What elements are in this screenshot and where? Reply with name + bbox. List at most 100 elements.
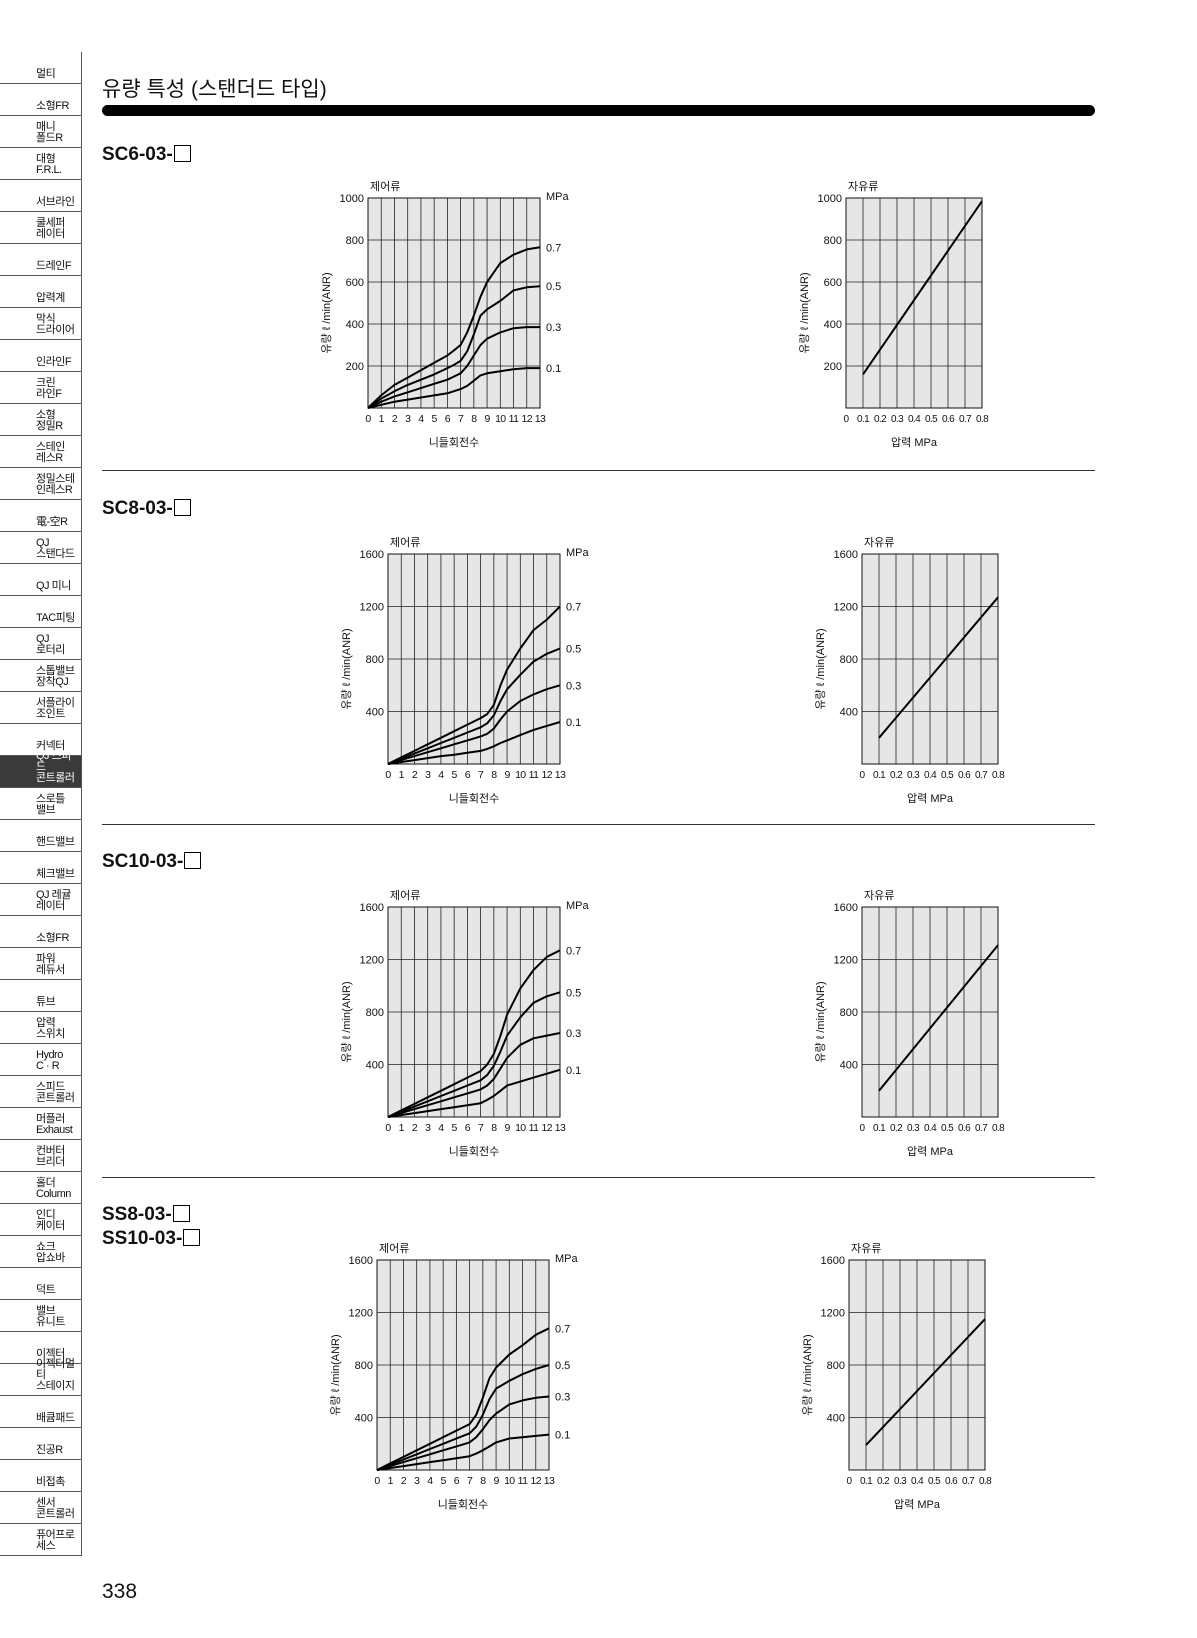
- sidebar-item[interactable]: Hydro C · R: [0, 1044, 81, 1076]
- sidebar-item[interactable]: 튜브: [0, 980, 81, 1012]
- sidebar-item[interactable]: 이젝터: [0, 1332, 81, 1364]
- x-tick-label: 10: [515, 1122, 526, 1134]
- y-tick-label: 1600: [360, 549, 384, 561]
- sidebar-item[interactable]: 스로틀 밸브: [0, 788, 81, 820]
- y-axis-label: 유량 ℓ /min(ANR): [801, 1334, 814, 1415]
- x-tick-label: 6: [454, 1475, 460, 1487]
- x-tick-label: 0.3: [907, 1123, 920, 1134]
- x-tick-label: 5: [452, 769, 458, 781]
- sidebar-item[interactable]: 스테인 레스R: [0, 436, 81, 468]
- sidebar-item[interactable]: 매니 폴드R: [0, 116, 81, 148]
- sidebar-item[interactable]: 배큠패드: [0, 1396, 81, 1428]
- sidebar-item[interactable]: 크린 라인F: [0, 372, 81, 404]
- sidebar-item[interactable]: QJ 레귤 레이터: [0, 884, 81, 916]
- sidebar-item[interactable]: 덕트: [0, 1268, 81, 1300]
- sidebar-item[interactable]: 인라인F: [0, 340, 81, 372]
- sidebar-item[interactable]: 압력 스위치: [0, 1012, 81, 1044]
- chart-ss-controlled-flow: 0 1 2 3 4 5 6 7 8 9 10 11 12 13400800120016000.70.50.…: [329, 1242, 579, 1511]
- x-tick-label: 0.5: [925, 414, 938, 425]
- x-axis-label: 니들회전수: [449, 792, 500, 805]
- x-tick-label: 7: [467, 1475, 473, 1487]
- sidebar-item[interactable]: 서브라인: [0, 180, 81, 212]
- sidebar-item[interactable]: 퓨어프로 세스: [0, 1524, 81, 1556]
- y-tick-label: 1600: [834, 549, 858, 561]
- y-tick-label: 1600: [821, 1255, 845, 1267]
- x-tick-label: 0.4: [908, 414, 921, 425]
- x-tick-label: 0: [385, 769, 391, 781]
- sidebar-item[interactable]: 電-空R: [0, 500, 81, 532]
- x-tick-label: 0.3: [891, 414, 904, 425]
- sidebar-item[interactable]: 대형 F.R.L.: [0, 148, 81, 180]
- sidebar-item[interactable]: 인디 케이터: [0, 1204, 81, 1236]
- x-tick-label: 13: [535, 413, 546, 425]
- x-tick-label: 0: [860, 1123, 866, 1134]
- series-label: 0.3: [566, 680, 581, 692]
- x-tick-label: 0: [844, 414, 850, 425]
- page-number: 338: [102, 1580, 138, 1603]
- sidebar-item[interactable]: 컨버터 브리더: [0, 1140, 81, 1172]
- x-tick-label: 4: [438, 1122, 444, 1134]
- series-label: 0.7: [546, 242, 561, 254]
- sidebar-item[interactable]: 진공R: [0, 1428, 81, 1460]
- y-tick-label: 800: [366, 654, 384, 666]
- x-tick-label: 0.7: [975, 770, 988, 781]
- y-tick-label: 1200: [821, 1308, 845, 1320]
- sidebar-item[interactable]: 센서 콘트롤러: [0, 1492, 81, 1524]
- sidebar-item[interactable]: 서플라이 조인트: [0, 692, 81, 724]
- x-tick-label: 0.3: [907, 770, 920, 781]
- sidebar-item[interactable]: 홀더 Column: [0, 1172, 81, 1204]
- sidebar-item[interactable]: 쇼크 압쇼바: [0, 1236, 81, 1268]
- sidebar-item[interactable]: QJ 로터리: [0, 628, 81, 660]
- sidebar-item[interactable]: QJ 미니: [0, 564, 81, 596]
- sidebar-item[interactable]: 쿨세퍼 레이터: [0, 212, 81, 244]
- sidebar-item[interactable]: 스피드 콘트롤러: [0, 1076, 81, 1108]
- series-line: [387, 721, 561, 765]
- y-tick-label: 800: [346, 235, 364, 247]
- sidebar-item[interactable]: 스톱밸브 장착QJ: [0, 660, 81, 692]
- x-tick-label: 10: [515, 769, 526, 781]
- series-line: [387, 949, 561, 1118]
- x-tick-label: 0.4: [924, 770, 937, 781]
- sidebar-item[interactable]: 막식 드라이어: [0, 308, 81, 340]
- chart-sc10-controlled-flow: 0 1 2 3 4 5 6 7 8 9 10 11 12 13400800120016000.70.50.…: [340, 889, 590, 1158]
- y-tick-label: 800: [355, 1360, 373, 1372]
- chart-title: 자유류: [851, 1242, 881, 1255]
- x-tick-label: 7: [458, 413, 464, 425]
- series-line: [376, 1327, 550, 1471]
- sidebar-item[interactable]: 커넥터: [0, 724, 81, 756]
- sidebar-item[interactable]: 소형 정밀R: [0, 404, 81, 436]
- x-axis-label: 니들회전수: [429, 436, 480, 449]
- chart-sc8-free-flow: 0 0.1 0.2 0.3 0.4 0.5 0.6 0.7 0.8 400 800 1200 1600 자…: [814, 536, 1006, 805]
- series-line: [878, 944, 999, 1092]
- x-axis-label: 압력 MPa: [907, 1145, 954, 1158]
- chart-sc6-controlled-flow: 0 1 2 3 4 5 6 7 8 9 10 11 12 1320040060080010000.70.5…: [320, 180, 570, 449]
- y-tick-label: 800: [840, 654, 858, 666]
- secondary-axis-label: MPa: [566, 547, 590, 559]
- sidebar-item[interactable]: 소형FR: [0, 916, 81, 948]
- x-tick-label: 0.4: [911, 1476, 924, 1487]
- sidebar-item[interactable]: 밸브 유니트: [0, 1300, 81, 1332]
- y-tick-label: 200: [346, 361, 364, 373]
- series-label: 0.1: [566, 1065, 581, 1077]
- sidebar-item[interactable]: 드레인F: [0, 244, 81, 276]
- x-tick-label: 2: [392, 413, 398, 425]
- series-label: 0.5: [546, 281, 561, 293]
- sidebar-item[interactable]: 머플러 Exhaust: [0, 1108, 81, 1140]
- sidebar-item[interactable]: 압력계: [0, 276, 81, 308]
- x-tick-label: 5: [452, 1122, 458, 1134]
- x-tick-label: 12: [542, 769, 553, 781]
- sidebar-item[interactable]: 이젝터멀티 스테이지: [0, 1359, 81, 1396]
- sidebar-item[interactable]: 소형FR: [0, 84, 81, 116]
- y-tick-label: 800: [827, 1360, 845, 1372]
- series-line: [387, 991, 561, 1118]
- sidebar-item[interactable]: TAC피팅: [0, 596, 81, 628]
- sidebar-item[interactable]: 체크밸브: [0, 852, 81, 884]
- sidebar-item[interactable]: 멀티: [0, 52, 81, 84]
- x-tick-label: 10: [504, 1475, 515, 1487]
- sidebar-item[interactable]: 파워 레듀서: [0, 948, 81, 980]
- sidebar-item[interactable]: QJ 스탠다드: [0, 532, 81, 564]
- sidebar-item[interactable]: QJ 스피드 콘트롤러: [0, 751, 81, 788]
- sidebar-item[interactable]: 비접촉: [0, 1460, 81, 1492]
- sidebar-item[interactable]: 정밀스테 인레스R: [0, 468, 81, 500]
- sidebar-item[interactable]: 핸드밸브: [0, 820, 81, 852]
